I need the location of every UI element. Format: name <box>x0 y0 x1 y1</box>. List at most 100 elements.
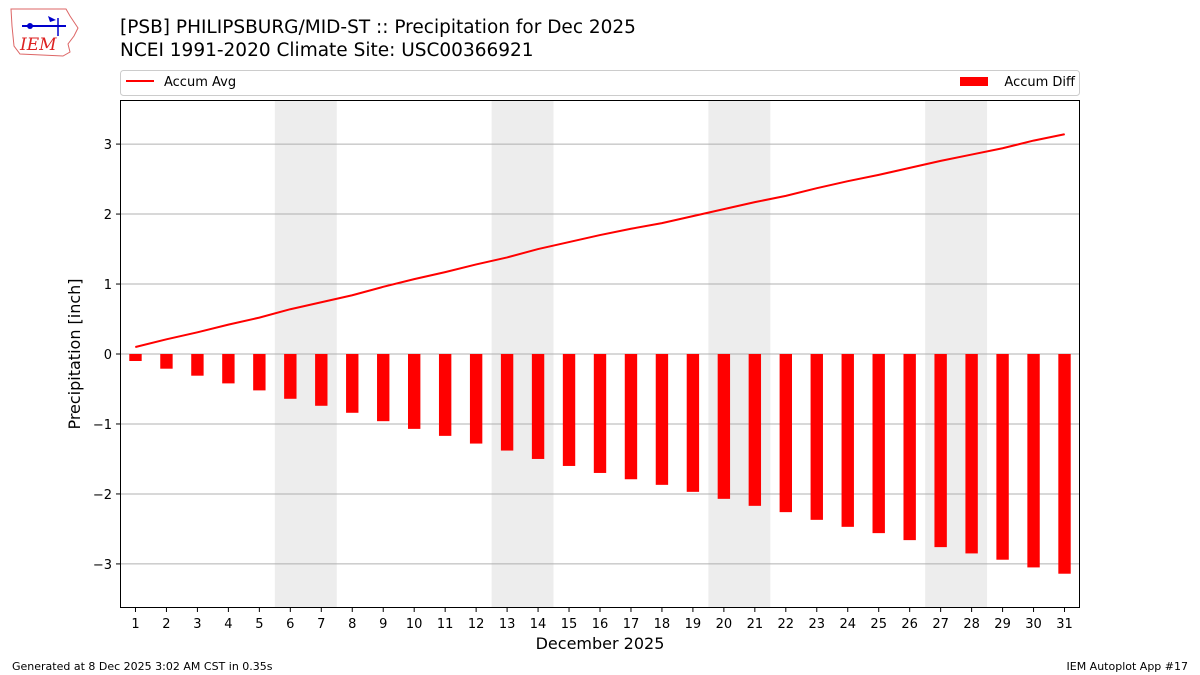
bar-day-18 <box>655 354 669 485</box>
accum-avg-point-day-7 <box>320 301 322 303</box>
accum-avg-point-day-22 <box>785 195 787 197</box>
x-tick-label: 6 <box>286 617 294 632</box>
iem-logo: IEM <box>10 8 79 57</box>
x-tick-label: 2 <box>162 617 170 632</box>
x-tick-label: 27 <box>932 617 949 632</box>
accum-avg-point-day-6 <box>289 308 291 310</box>
x-tick-label: 22 <box>778 617 795 632</box>
bar-day-29 <box>996 354 1009 560</box>
accum-avg-point-day-20 <box>723 208 725 210</box>
accum-avg-point-day-30 <box>1033 140 1035 142</box>
x-tick-label: 24 <box>839 617 856 632</box>
accum-avg-point-day-3 <box>196 331 198 333</box>
accum-avg-point-day-1 <box>134 346 136 348</box>
y-tick-label: 1 <box>104 278 112 293</box>
bar-day-27 <box>934 354 947 548</box>
y-tick-label: 2 <box>104 208 112 223</box>
bar-day-2 <box>160 354 173 369</box>
bar-day-15 <box>562 354 576 466</box>
footer-generated: Generated at 8 Dec 2025 3:02 AM CST in 0… <box>12 660 273 673</box>
bar-day-4 <box>222 354 235 384</box>
accum-avg-point-day-13 <box>506 256 508 258</box>
legend-label-accum-avg: Accum Avg <box>164 75 236 90</box>
x-tick-label: 7 <box>317 617 325 632</box>
bar-day-31 <box>1058 354 1071 574</box>
accum-avg-point-day-24 <box>847 180 849 182</box>
bar-day-20 <box>717 354 731 499</box>
x-tick-label: 21 <box>747 617 764 632</box>
x-tick-label: 11 <box>437 617 454 632</box>
bar-day-21 <box>748 354 762 506</box>
bar-day-1 <box>129 354 142 361</box>
x-tick-label: 5 <box>255 617 263 632</box>
bar-day-14 <box>531 354 545 459</box>
x-tick-label: 14 <box>530 617 547 632</box>
bar-day-19 <box>686 354 700 492</box>
accum-avg-point-day-21 <box>754 201 756 203</box>
x-tick-label: 31 <box>1056 617 1073 632</box>
x-tick-label: 20 <box>716 617 733 632</box>
bar-day-16 <box>593 354 607 473</box>
accum-avg-point-day-26 <box>909 167 911 169</box>
accum-avg-point-day-18 <box>661 222 663 224</box>
x-tick-label: 4 <box>224 617 232 632</box>
x-tick-label: 19 <box>685 617 702 632</box>
bar-day-22 <box>779 354 792 513</box>
y-tick-label: −3 <box>93 558 112 573</box>
bar-day-6 <box>284 354 297 399</box>
x-tick-label: 1 <box>131 617 139 632</box>
chart-title: [PSB] PHILIPSBURG/MID-ST :: Precipitatio… <box>120 17 636 38</box>
x-tick-label: 29 <box>994 617 1011 632</box>
x-tick-label: 17 <box>623 617 640 632</box>
bar-day-23 <box>810 354 823 520</box>
accum-avg-point-day-2 <box>165 338 167 340</box>
y-tick-label: −2 <box>93 488 112 503</box>
accum-avg-point-day-16 <box>599 234 601 236</box>
x-tick-label: 16 <box>592 617 609 632</box>
bar-day-3 <box>191 354 204 376</box>
footer-app: IEM Autoplot App #17 <box>1066 660 1189 673</box>
accum-avg-point-day-9 <box>382 286 384 288</box>
accum-avg-point-day-8 <box>351 294 353 296</box>
bar-day-28 <box>965 354 978 554</box>
x-tick-label: 28 <box>963 617 980 632</box>
logo-text: IEM <box>19 35 57 55</box>
accum-avg-point-day-4 <box>227 324 229 326</box>
bar-day-24 <box>841 354 854 527</box>
x-tick-label: 18 <box>654 617 671 632</box>
accum-avg-point-day-29 <box>1002 147 1004 149</box>
accum-avg-point-day-27 <box>940 160 942 162</box>
accum-avg-point-day-19 <box>692 215 694 217</box>
x-tick-label: 12 <box>468 617 485 632</box>
bar-day-13 <box>500 354 514 451</box>
bar-day-9 <box>377 354 390 422</box>
accum-avg-point-day-15 <box>568 241 570 243</box>
bar-day-10 <box>408 354 421 429</box>
x-tick-label: 25 <box>870 617 887 632</box>
x-tick-label: 26 <box>901 617 918 632</box>
x-tick-label: 15 <box>561 617 578 632</box>
y-tick-label: 3 <box>104 138 112 153</box>
bar-day-8 <box>346 354 359 413</box>
bar-day-26 <box>903 354 916 541</box>
bar-day-7 <box>315 354 328 406</box>
x-tick-label: 8 <box>348 617 356 632</box>
x-tick-label: 10 <box>406 617 423 632</box>
x-axis-label: December 2025 <box>536 634 665 653</box>
bar-day-17 <box>624 354 638 480</box>
y-tick-label: −1 <box>93 418 112 433</box>
x-tick-label: 30 <box>1025 617 1042 632</box>
bar-day-11 <box>438 354 452 436</box>
legend-label-accum-diff: Accum Diff <box>1004 75 1076 90</box>
accum-avg-point-day-11 <box>444 271 446 273</box>
bar-day-12 <box>469 354 483 444</box>
bar-day-25 <box>872 354 885 534</box>
y-axis-label: Precipitation [inch] <box>65 278 84 429</box>
x-tick-label: 23 <box>809 617 826 632</box>
accum-avg-point-day-10 <box>413 278 415 280</box>
accum-avg-point-day-17 <box>630 228 632 230</box>
legend-bar-swatch <box>960 77 988 86</box>
accum-avg-point-day-14 <box>537 248 539 250</box>
